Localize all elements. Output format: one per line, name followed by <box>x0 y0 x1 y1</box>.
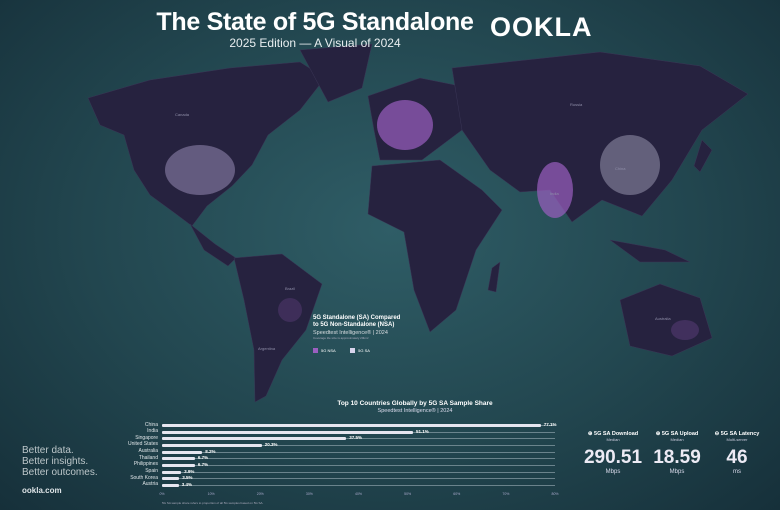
grid-line <box>162 464 555 466</box>
chart-title: Top 10 Countries Globally by 5G SA Sampl… <box>337 400 493 407</box>
stat-value: 18.59 <box>653 447 701 468</box>
value-label: 3.4% <box>181 481 192 487</box>
asia <box>451 51 749 223</box>
value-label: 8.2% <box>205 448 216 454</box>
legend-source: Speedtest Intelligence® | 2024 <box>313 330 388 336</box>
value-label: 3.9% <box>184 468 195 474</box>
india-coverage <box>537 162 573 218</box>
chart-footnote: 5G SA sample share refers to proportion … <box>162 501 264 505</box>
upload-icon: ⊕ <box>655 431 661 437</box>
map-label: Canada <box>175 112 190 117</box>
category-label: South Korea <box>130 474 158 481</box>
x-tick-label: 30% <box>305 492 313 496</box>
bar <box>162 424 541 427</box>
africa <box>367 159 503 333</box>
bar <box>162 470 182 474</box>
bar <box>162 483 179 487</box>
grid-line <box>162 438 555 440</box>
stat-value: 290.51 <box>583 447 643 468</box>
value-label: 6.7% <box>197 455 209 461</box>
x-tick-label: 60% <box>453 492 461 496</box>
north-america <box>87 61 326 227</box>
tagline: Better data. Better insights. Better out… <box>22 445 98 478</box>
south-america <box>233 253 323 403</box>
grid-line <box>162 471 555 473</box>
stat-download: ⊕ 5G SA Download Median 290.51 Mbps <box>578 431 648 475</box>
stat-upload: ⊕ 5G SA Upload Median 18.59 Mbps <box>642 431 712 475</box>
map-legend: 5G Standalone (SA) Compared to 5G Non-St… <box>313 315 433 358</box>
x-tick-label: 70% <box>502 492 510 496</box>
grid-line <box>162 478 555 480</box>
x-tick-label: 50% <box>404 492 412 496</box>
category-label: Australia <box>138 448 158 455</box>
map-label: China <box>615 166 626 171</box>
indonesia <box>609 239 691 263</box>
australia <box>619 283 713 357</box>
greenland <box>299 43 373 103</box>
page-title: The State of 5G Standalone <box>156 8 474 36</box>
legend-item-nsa: 5G NSA <box>313 348 336 353</box>
value-label: 3.5% <box>182 475 193 481</box>
value-label: 51.1% <box>416 428 429 434</box>
download-icon: ⊕ <box>587 431 593 437</box>
bar <box>162 437 347 441</box>
category-label: Spain <box>145 468 158 475</box>
map-label: Russia <box>570 102 583 107</box>
legend-note: Coverage tile size is approximately 20km… <box>313 336 369 340</box>
ookla-logo: OOKLA <box>490 12 593 42</box>
tagline-line: Better data. <box>22 445 74 456</box>
grid-line <box>162 444 555 446</box>
x-tick-label: 0% <box>159 492 165 496</box>
grid-line <box>162 451 555 453</box>
bar <box>162 443 262 447</box>
stat-value: 46 <box>726 447 748 468</box>
x-tick-label: 80% <box>551 492 559 496</box>
bar <box>162 457 195 461</box>
australia-coverage <box>671 320 699 340</box>
europe-coverage <box>377 100 433 150</box>
brazil-coverage <box>278 298 302 322</box>
stat-latency: ⊖ 5G SA Latency Multi-server 46 ms <box>702 431 772 475</box>
map-label: Australia <box>655 316 671 321</box>
central-america <box>189 223 237 267</box>
category-label: United States <box>127 441 158 448</box>
legend-item-sa: 5G SA <box>350 348 370 353</box>
map-label: Argentina <box>258 346 276 351</box>
category-label: Thailand <box>138 454 158 461</box>
legend-title-1: 5G Standalone (SA) Compared <box>313 315 401 321</box>
chart-subtitle: Speedtest Intelligence® | 2024 <box>377 408 453 414</box>
page-subtitle: 2025 Edition — A Visual of 2024 <box>229 36 401 50</box>
category-label: Singapore <box>135 434 158 441</box>
category-label: Philippines <box>133 461 158 468</box>
bar <box>162 430 414 434</box>
value-label: 20.3% <box>264 441 278 447</box>
x-tick-label: 10% <box>207 492 215 496</box>
category-label: India <box>147 428 158 435</box>
map-label: Brazil <box>285 286 295 291</box>
bar <box>162 463 195 467</box>
value-label: 6.7% <box>197 461 209 467</box>
legend-title-2: to 5G Non-Standalone (NSA) <box>313 322 395 328</box>
japan <box>693 139 713 173</box>
bar <box>162 450 203 454</box>
value-label: 37.5% <box>349 435 362 441</box>
us-coverage <box>165 145 235 195</box>
map-label: India <box>550 191 559 196</box>
category-label: China <box>144 421 158 428</box>
grid-line <box>162 458 555 460</box>
latency-icon: ⊖ <box>714 431 720 437</box>
madagascar <box>487 261 501 293</box>
value-label: 77.1% <box>543 422 557 427</box>
tagline-line: Better insights. <box>22 456 89 467</box>
x-tick-label: 20% <box>256 492 264 496</box>
tagline-line: Better outcomes. <box>22 467 98 478</box>
china-coverage <box>600 135 660 195</box>
website-link[interactable]: ookla.com <box>22 486 62 495</box>
category-label: Austria <box>142 481 158 488</box>
grid-line <box>162 484 555 486</box>
x-tick-label: 40% <box>354 492 363 496</box>
bar <box>162 477 180 481</box>
